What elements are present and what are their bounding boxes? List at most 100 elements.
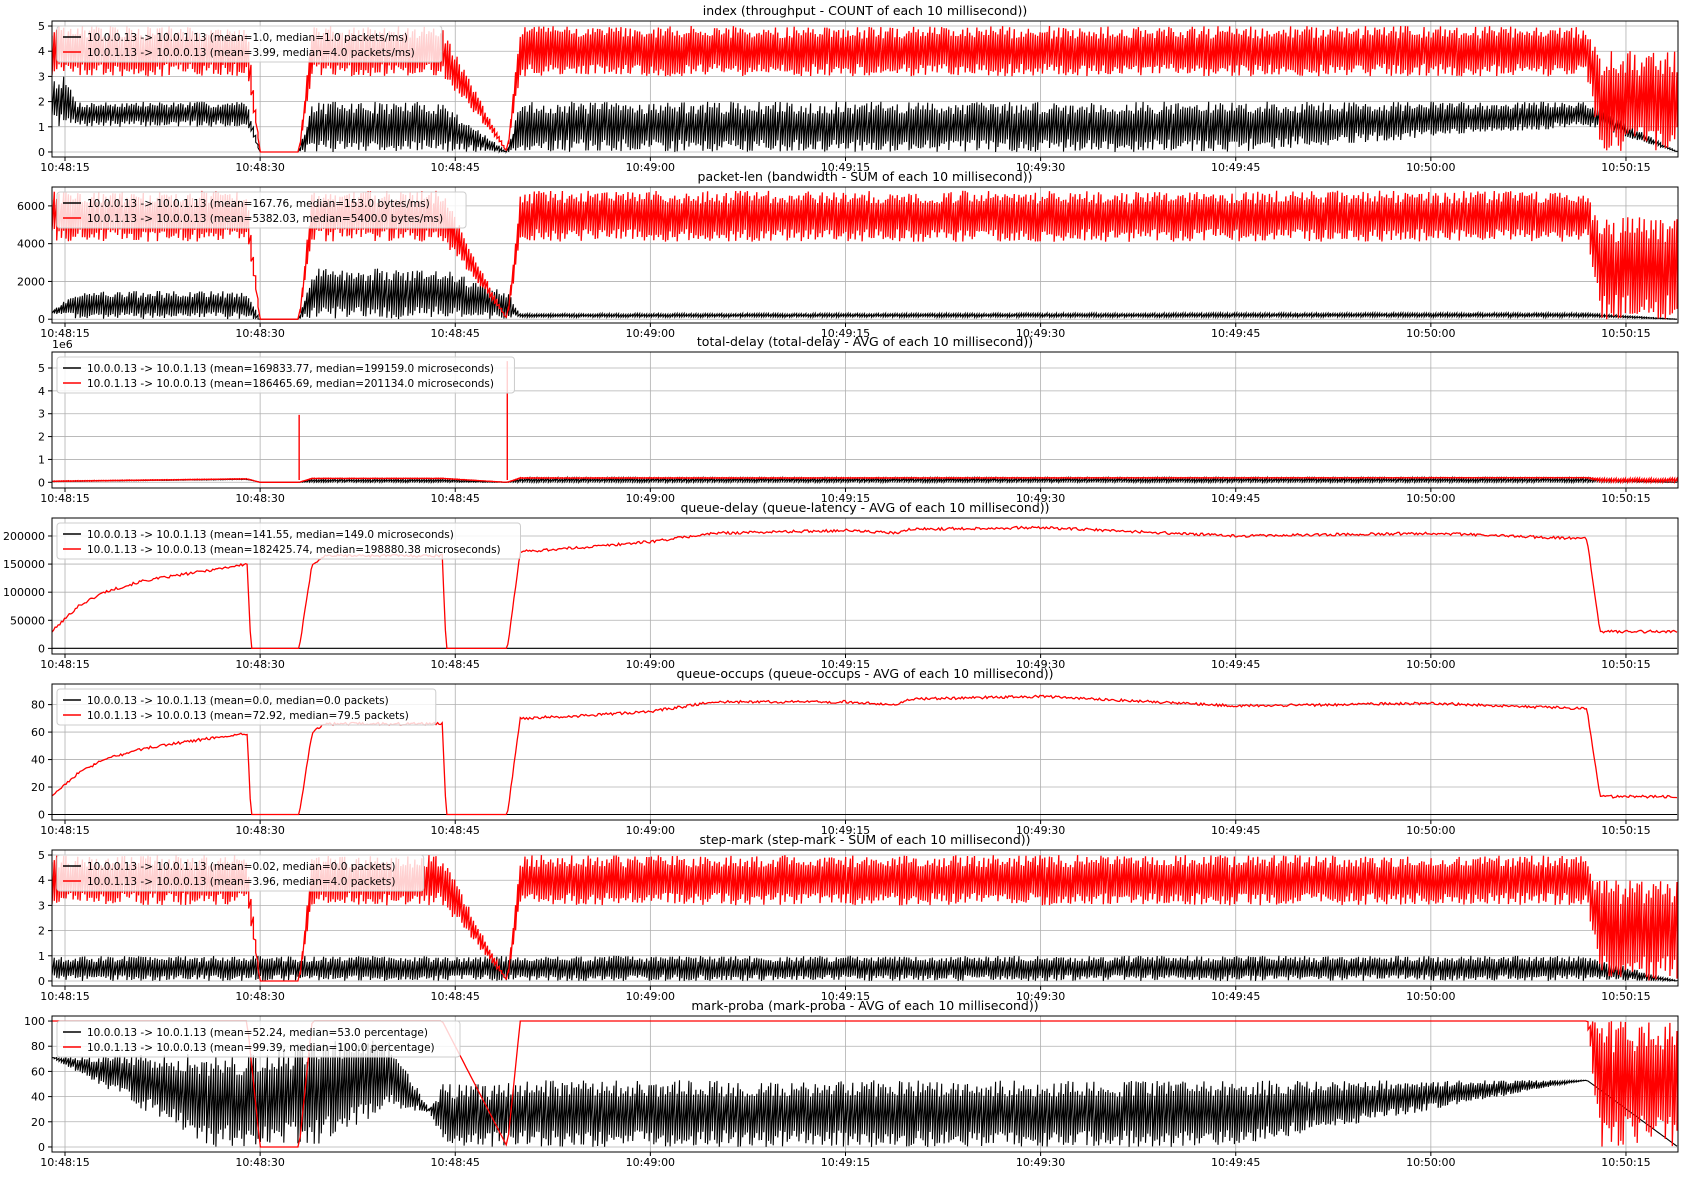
legend-entry: 10.0.1.13 -> 10.0.0.13 (mean=99.39, medi…	[87, 1042, 435, 1054]
y-tick-label: 20	[31, 1116, 45, 1129]
x-tick-label: 10:48:30	[235, 327, 284, 340]
x-tick-label: 10:49:30	[1016, 492, 1065, 505]
legend-entry: 10.0.1.13 -> 10.0.0.13 (mean=72.92, medi…	[87, 710, 409, 722]
x-tick-label: 10:49:00	[626, 327, 675, 340]
x-tick-label: 10:48:45	[431, 658, 480, 671]
y-tick-label: 60	[31, 1065, 45, 1078]
x-tick-label: 10:50:15	[1601, 658, 1650, 671]
y-tick-label: 0	[38, 809, 45, 822]
y-tick-label: 1	[38, 453, 45, 466]
legend-box	[56, 191, 467, 229]
series-line	[52, 475, 1678, 485]
x-tick-label: 10:50:15	[1601, 492, 1650, 505]
x-tick-label: 10:49:15	[821, 1156, 870, 1169]
legend-entry: 10.0.0.13 -> 10.0.1.13 (mean=52.24, medi…	[87, 1027, 428, 1039]
x-tick-label: 10:49:30	[1016, 327, 1065, 340]
x-tick-label: 10:49:00	[626, 1156, 675, 1169]
y-tick-label: 60	[31, 726, 45, 739]
y-tick-label: 5	[38, 362, 45, 375]
x-tick-label: 10:49:45	[1211, 658, 1260, 671]
x-tick-label: 10:50:00	[1406, 161, 1455, 174]
legend-box	[56, 522, 521, 560]
subplot-title: mark-proba (mark-proba - AVG of each 10 …	[691, 998, 1038, 1013]
legend: 10.0.0.13 -> 10.0.1.13 (mean=0.0, median…	[56, 688, 437, 726]
x-tick-label: 10:48:30	[235, 990, 284, 1003]
x-tick-label: 10:50:00	[1406, 990, 1455, 1003]
legend-box	[56, 854, 425, 892]
y-tick-label: 3	[38, 70, 45, 83]
x-tick-label: 10:50:00	[1406, 1156, 1455, 1169]
subplot-title: total-delay (total-delay - AVG of each 1…	[697, 334, 1033, 349]
x-tick-label: 10:48:15	[40, 658, 89, 671]
axes-frame	[51, 517, 1679, 655]
legend-entry: 10.0.0.13 -> 10.0.1.13 (mean=0.0, median…	[87, 695, 389, 707]
x-tick-label: 10:48:15	[40, 492, 89, 505]
x-tick-label: 10:50:15	[1601, 824, 1650, 837]
x-tick-label: 10:48:30	[235, 658, 284, 671]
y-tick-label: 0	[38, 313, 45, 326]
legend-box	[56, 356, 515, 394]
subplot-3: total-delay (total-delay - AVG of each 1…	[38, 334, 1679, 505]
y-tick-label: 20	[31, 781, 45, 794]
y-tick-label: 5	[38, 20, 45, 33]
legend-entry: 10.0.0.13 -> 10.0.1.13 (mean=141.55, med…	[87, 529, 454, 541]
legend-entry: 10.0.1.13 -> 10.0.0.13 (mean=186465.69, …	[87, 378, 494, 390]
x-tick-label: 10:49:15	[821, 492, 870, 505]
x-tick-label: 10:48:15	[40, 161, 89, 174]
subplot-6: step-mark (step-mark - SUM of each 10 mi…	[38, 832, 1679, 1003]
x-tick-label: 10:49:30	[1016, 658, 1065, 671]
axes-frame	[51, 20, 1679, 158]
x-tick-label: 10:49:45	[1211, 1156, 1260, 1169]
axes-frame	[51, 683, 1679, 821]
x-tick-label: 10:48:15	[40, 990, 89, 1003]
axes-frame	[51, 849, 1679, 987]
y-tick-label: 2	[38, 431, 45, 444]
x-tick-label: 10:49:00	[626, 161, 675, 174]
subplot-5: queue-occups (queue-occups - AVG of each…	[31, 666, 1679, 837]
y-tick-label: 1	[38, 121, 45, 134]
x-tick-label: 10:50:15	[1601, 1156, 1650, 1169]
x-tick-label: 10:49:15	[821, 658, 870, 671]
legend-entry: 10.0.1.13 -> 10.0.0.13 (mean=5382.03, me…	[87, 213, 443, 225]
x-tick-label: 10:49:00	[626, 658, 675, 671]
legend-entry: 10.0.0.13 -> 10.0.1.13 (mean=169833.77, …	[87, 363, 494, 375]
y-tick-label: 100000	[3, 586, 45, 599]
x-tick-label: 10:49:15	[821, 161, 870, 174]
y-tick-label: 6000	[17, 200, 45, 213]
x-tick-label: 10:48:15	[40, 327, 89, 340]
y-tick-label: 50000	[10, 614, 45, 627]
y-tick-label: 80	[31, 699, 45, 712]
series-line	[52, 476, 1678, 485]
axes-frame	[51, 351, 1679, 489]
x-tick-label: 10:48:45	[431, 990, 480, 1003]
legend: 10.0.0.13 -> 10.0.1.13 (mean=169833.77, …	[56, 356, 515, 394]
y-tick-label: 4	[38, 45, 45, 58]
y-tick-label: 5	[38, 849, 45, 862]
y-tick-label: 200000	[3, 530, 45, 543]
x-tick-label: 10:50:15	[1601, 327, 1650, 340]
subplot-2: packet-len (bandwidth - SUM of each 10 m…	[17, 169, 1679, 340]
subplot-4: queue-delay (queue-latency - AVG of each…	[3, 500, 1679, 671]
x-tick-label: 10:48:30	[235, 1156, 284, 1169]
subplot-title: queue-delay (queue-latency - AVG of each…	[680, 500, 1049, 515]
x-tick-label: 10:49:30	[1016, 990, 1065, 1003]
legend-entry: 10.0.0.13 -> 10.0.1.13 (mean=0.02, media…	[87, 861, 395, 873]
y-tick-label: 0	[38, 1141, 45, 1154]
legend-box	[56, 1020, 461, 1058]
x-tick-label: 10:48:45	[431, 161, 480, 174]
x-tick-label: 10:49:00	[626, 990, 675, 1003]
x-tick-label: 10:48:45	[431, 1156, 480, 1169]
y-tick-label: 2	[38, 96, 45, 109]
y-tick-label: 2000	[17, 275, 45, 288]
legend-entry: 10.0.1.13 -> 10.0.0.13 (mean=3.99, media…	[87, 47, 415, 59]
y-tick-label: 3	[38, 899, 45, 912]
y-tick-label: 40	[31, 754, 45, 767]
subplot-7: mark-proba (mark-proba - AVG of each 10 …	[24, 998, 1679, 1169]
legend: 10.0.0.13 -> 10.0.1.13 (mean=141.55, med…	[56, 522, 521, 560]
y-tick-label: 0	[38, 642, 45, 655]
series-line	[52, 76, 1678, 154]
y-tick-label: 0	[38, 975, 45, 988]
legend: 10.0.0.13 -> 10.0.1.13 (mean=167.76, med…	[56, 191, 467, 229]
